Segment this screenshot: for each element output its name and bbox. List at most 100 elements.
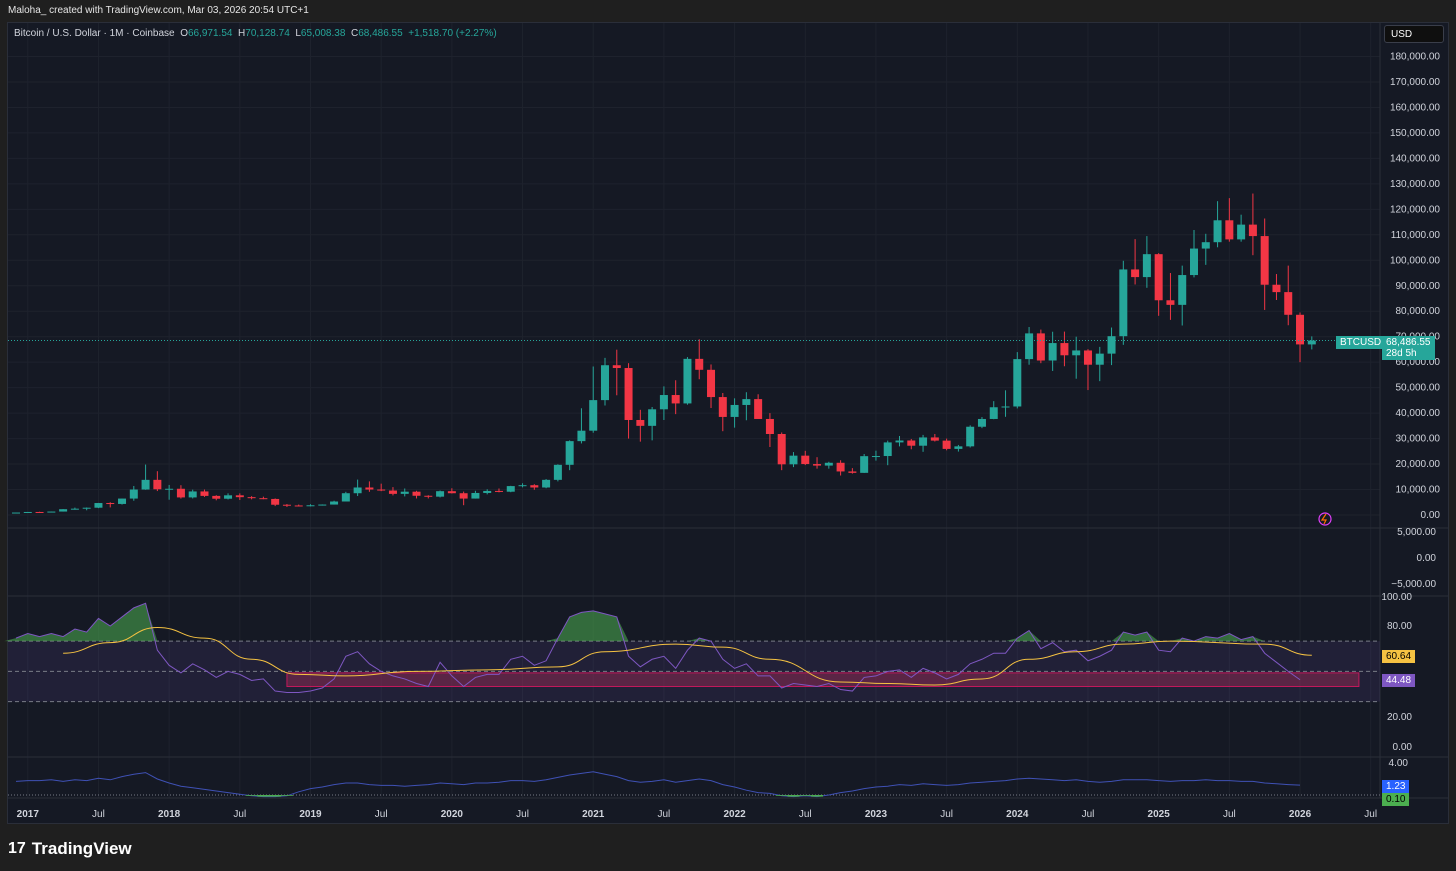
candle-body — [860, 456, 869, 473]
candle-body — [683, 358, 692, 404]
candle-body — [1237, 224, 1246, 240]
candle-body — [377, 489, 386, 491]
osc-tag-2: 0.10 — [1382, 793, 1410, 806]
price-axis: 180,000.00 170,000.00 160,000.00 150,000.00… — [1390, 52, 1440, 522]
candle-body — [129, 489, 138, 499]
alert-icon-ring — [1318, 512, 1332, 526]
candle — [683, 357, 692, 405]
candle-body — [1178, 275, 1187, 305]
time-tick-label: 2026 — [1289, 809, 1312, 820]
candle-body — [1119, 269, 1128, 337]
legend-symbol[interactable]: Bitcoin / U.S. Dollar · 1M · Coinbase — [14, 28, 175, 39]
chart-frame[interactable] — [7, 22, 1449, 824]
candle — [919, 434, 928, 452]
price-tick-label: 40,000.00 — [1396, 408, 1441, 419]
candle — [1048, 331, 1057, 371]
candle-body — [1190, 248, 1198, 276]
time-tick-label: Jul — [516, 809, 529, 820]
candle-body — [1201, 242, 1210, 249]
rsi-overbought-fill — [4, 603, 1265, 642]
time-tick-label: 2024 — [1006, 809, 1029, 820]
candle — [165, 484, 174, 500]
candle-body — [942, 440, 951, 449]
candle — [212, 495, 221, 501]
last-price-value: 68,486.55 — [1386, 337, 1431, 348]
osc-negative-bar — [811, 795, 824, 797]
candle — [1001, 390, 1010, 417]
candle-body — [659, 395, 668, 410]
candle — [824, 461, 833, 469]
attribution-text: Maloha_ created with TradingView.com, Ma… — [8, 5, 309, 16]
candle — [577, 408, 586, 444]
candle-body — [1095, 353, 1104, 365]
candle-body — [742, 399, 751, 405]
candle-body — [530, 485, 539, 488]
candle — [247, 496, 256, 500]
candle-body — [612, 365, 621, 369]
osc-negative-bar — [775, 795, 788, 796]
candle-body — [506, 486, 515, 492]
bar-countdown: 28d 5h — [1386, 348, 1417, 359]
candle — [388, 487, 397, 496]
time-tick-label: Jul — [799, 809, 812, 820]
candle-body — [141, 479, 150, 490]
alert-icon — [1318, 512, 1332, 526]
candle-body — [836, 462, 845, 472]
candle — [612, 349, 621, 396]
candle — [1213, 201, 1222, 248]
candle-body — [1248, 224, 1257, 237]
candle-body — [1284, 292, 1293, 315]
time-tick-label: Jul — [658, 809, 671, 820]
candle-body — [1166, 300, 1175, 305]
candle-body — [1001, 406, 1010, 408]
candle — [1248, 193, 1257, 256]
candle-body — [577, 430, 586, 442]
candle — [483, 489, 492, 495]
candle-body — [294, 505, 303, 507]
candle-body — [259, 498, 268, 500]
candle — [742, 392, 751, 421]
price-tick-label: 30,000.00 — [1396, 434, 1441, 445]
candle — [141, 464, 150, 490]
candle-body — [824, 462, 833, 466]
candle-body — [424, 495, 433, 497]
candle-body — [153, 479, 162, 490]
candle — [1072, 336, 1081, 379]
time-tick-label: Jul — [233, 809, 246, 820]
rsi-tag: 44.48 — [1382, 674, 1416, 687]
currency-button[interactable]: USD — [1384, 25, 1444, 43]
candle — [636, 409, 645, 442]
tradingview-logo-icon: 17 — [8, 840, 26, 857]
candle — [930, 433, 939, 442]
candle — [59, 509, 68, 512]
candle-body — [624, 368, 633, 420]
symbol-price-tag: BTCUSD — [1336, 336, 1386, 349]
candle — [1307, 336, 1316, 350]
candle-body — [188, 491, 197, 498]
brand-footer[interactable]: 17 TradingView — [8, 837, 132, 861]
candle-body — [954, 446, 963, 449]
symbol-legend: Bitcoin / U.S. Dollar · 1M · Coinbase O6… — [14, 28, 497, 39]
candle — [860, 453, 869, 473]
candle-body — [400, 491, 409, 494]
price-tick-label: 80,000.00 — [1396, 306, 1441, 317]
candle — [1225, 198, 1234, 242]
candle — [836, 460, 845, 476]
candle — [459, 491, 468, 506]
candle-body — [695, 358, 704, 370]
price-tick-label: 170,000.00 — [1390, 77, 1440, 88]
candle — [871, 450, 880, 461]
candle — [1036, 329, 1045, 364]
candle — [447, 488, 456, 494]
candle — [542, 479, 551, 489]
candle-body — [1213, 220, 1222, 243]
candle — [801, 450, 810, 466]
candle-body — [907, 440, 916, 446]
candle — [954, 444, 963, 452]
candle — [259, 496, 268, 500]
candle — [82, 507, 91, 511]
candle-body — [165, 488, 174, 490]
candle-body — [1048, 343, 1057, 361]
candle — [589, 366, 598, 433]
